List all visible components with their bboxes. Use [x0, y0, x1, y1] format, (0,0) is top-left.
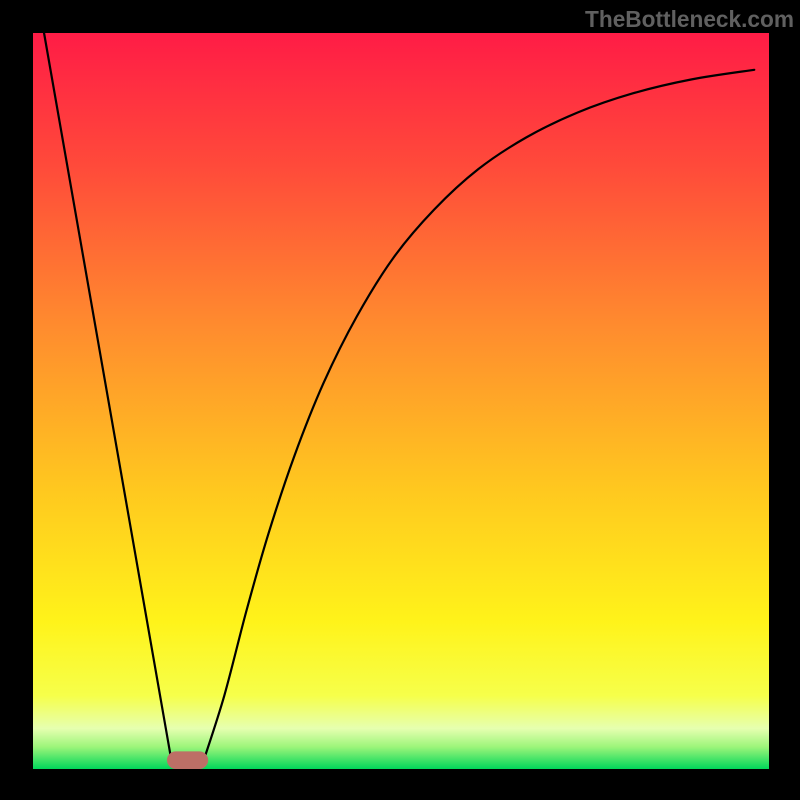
- bottom-capsule: [167, 751, 208, 769]
- watermark-text: TheBottleneck.com: [585, 6, 794, 33]
- marker-group: [167, 751, 208, 769]
- chart-container: TheBottleneck.com: [0, 0, 800, 800]
- plot-background: [33, 33, 769, 769]
- bottleneck-chart: [0, 0, 800, 800]
